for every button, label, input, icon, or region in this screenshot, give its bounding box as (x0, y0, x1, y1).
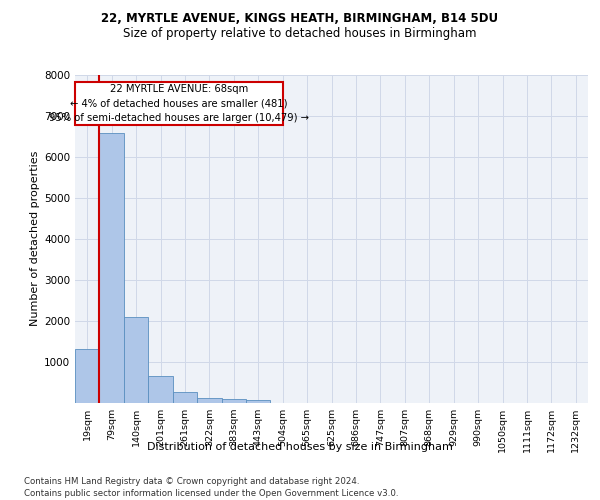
Bar (197, 398, 221, 402)
Bar (246, 400, 271, 402)
Bar (124, 318, 148, 402)
Bar (173, 392, 197, 402)
Text: 22 MYRTLE AVENUE: 68sqm
← 4% of detached houses are smaller (481)
95% of semi-de: 22 MYRTLE AVENUE: 68sqm ← 4% of detached… (49, 84, 309, 124)
Bar (221, 399, 246, 402)
Text: Contains HM Land Registry data © Crown copyright and database right 2024.: Contains HM Land Registry data © Crown c… (24, 478, 359, 486)
Bar (148, 376, 173, 402)
Y-axis label: Number of detached properties: Number of detached properties (30, 151, 40, 326)
Text: Size of property relative to detached houses in Birmingham: Size of property relative to detached ho… (123, 28, 477, 40)
Text: Contains public sector information licensed under the Open Government Licence v3: Contains public sector information licen… (24, 489, 398, 498)
Bar (100, 133, 124, 402)
Text: Distribution of detached houses by size in Birmingham: Distribution of detached houses by size … (147, 442, 453, 452)
Text: 22, MYRTLE AVENUE, KINGS HEATH, BIRMINGHAM, B14 5DU: 22, MYRTLE AVENUE, KINGS HEATH, BIRMINGH… (101, 12, 499, 26)
Bar (75, 350, 100, 403)
FancyBboxPatch shape (75, 82, 283, 125)
